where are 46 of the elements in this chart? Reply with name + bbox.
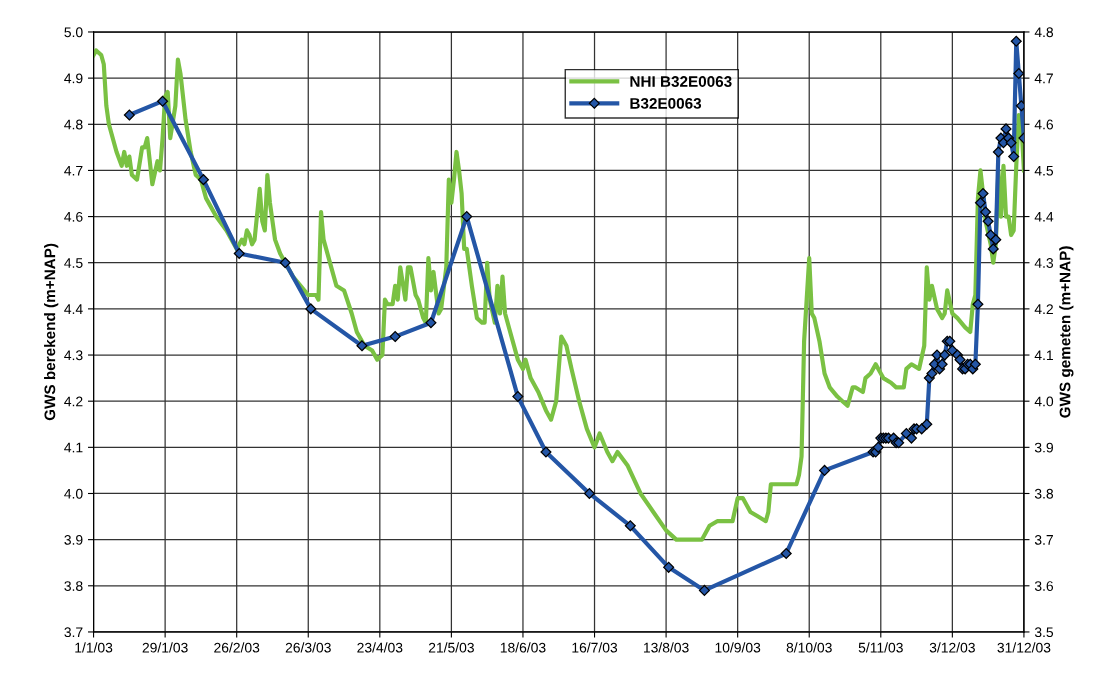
x-tick-label: 18/6/03: [500, 642, 546, 653]
legend-label: NHI B32E0063: [630, 76, 732, 87]
y-tick-label: 4.5: [64, 258, 83, 268]
x-tick-label: 23/4/03: [357, 642, 403, 653]
x-tick-label: 31/12/03: [997, 642, 1051, 653]
x-tick-label: 1/1/03: [75, 642, 113, 653]
y2-tick-label: 3.5: [1034, 627, 1054, 638]
x-tick-label: 16/7/03: [572, 642, 618, 653]
x-tick-label: 5/11/03: [858, 642, 903, 653]
x-tick-label: 13/8/03: [643, 642, 689, 653]
y2-tick-label: 4.6: [1034, 119, 1054, 130]
y-tick-label: 4.4: [64, 304, 83, 314]
y2-tick-label: 4.0: [1034, 396, 1054, 407]
y-tick-label: 4.9: [64, 73, 83, 84]
y2-tick-label: 4.1: [1034, 350, 1053, 361]
x-tick-label: 26/2/03: [214, 642, 260, 653]
y2-tick-label: 4.3: [1034, 258, 1054, 268]
y-tick-label: 4.3: [64, 350, 83, 361]
x-tick-label: 3/12/03: [929, 642, 975, 653]
x-tick-label: 29/1/03: [142, 642, 188, 653]
y2-tick-label: 4.2: [1034, 304, 1053, 314]
y-axis-title: GWS berekend (m+NAP): [44, 243, 59, 421]
x-tick-label: 21/5/03: [428, 642, 474, 653]
y2-tick-label: 3.6: [1034, 581, 1054, 591]
y2-tick-label: 3.7: [1034, 534, 1053, 545]
y2-tick-label: 3.9: [1034, 442, 1053, 453]
y-tick-label: 4.7: [64, 165, 83, 176]
legend-label: B32E0063: [630, 98, 702, 109]
y2-tick-label: 4.5: [1034, 165, 1054, 176]
y-tick-label: 4.8: [64, 119, 83, 130]
y-tick-label: 3.8: [64, 581, 83, 591]
y-tick-label: 4.6: [64, 211, 83, 222]
y-tick-label: 4.2: [64, 396, 83, 407]
x-tick-label: 26/3/03: [285, 642, 331, 653]
y-tick-label: 4.0: [64, 488, 83, 499]
y-tick-label: 4.1: [64, 442, 83, 453]
y2-tick-label: 4.4: [1034, 212, 1054, 222]
y-tick-label: 3.9: [64, 534, 83, 545]
y-tick-label: 5.0: [64, 27, 83, 38]
y-tick-label: 3.7: [64, 627, 83, 638]
y2-tick-label: 4.8: [1034, 27, 1054, 38]
y2-tick-label: 3.8: [1034, 488, 1054, 499]
x-tick-label: 8/10/03: [786, 642, 832, 653]
x-tick-label: 10/9/03: [715, 642, 761, 653]
y2-axis-title: GWS gemeten (m+NAP): [1059, 246, 1074, 418]
y2-tick-label: 4.7: [1034, 73, 1053, 84]
